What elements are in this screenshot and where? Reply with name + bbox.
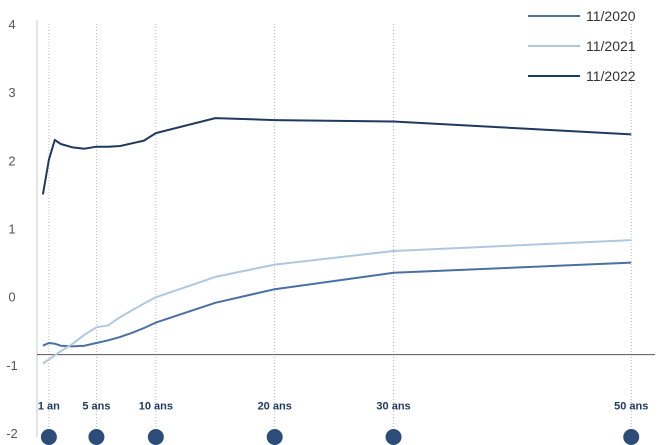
x-tick-label: 50 ans — [614, 401, 648, 413]
maturity-marker-3 — [266, 429, 283, 445]
y-tick-label: -2 — [6, 426, 18, 441]
series-line-11-2021 — [42, 239, 632, 365]
x-tick-label: 5 ans — [82, 401, 110, 413]
tick-layer: 4 3 2 1 0 -1 -2 1 an 5 ans 10 ans 20 ans 30 ans 50 a… — [6, 17, 648, 441]
y-tick-label: 3 — [8, 85, 15, 100]
maturity-marker-0 — [40, 429, 57, 445]
legend-label-0: 11/2020 — [586, 8, 636, 24]
maturity-marker-2 — [147, 429, 164, 445]
maturity-marker-layer — [40, 429, 640, 445]
series-line-11-2020 — [42, 261, 632, 348]
x-tick-label: 1 an — [38, 401, 60, 413]
y-tick-label: 1 — [8, 222, 15, 237]
series-layer — [41, 117, 632, 365]
x-tick-label: 10 ans — [139, 401, 173, 413]
x-tick-label: 30 ans — [376, 401, 410, 413]
maturity-marker-1 — [88, 429, 105, 445]
maturity-marker-5 — [623, 429, 640, 445]
axis-layer — [36, 20, 655, 437]
legend-label-2: 11/2022 — [586, 68, 636, 84]
grid-layer — [48, 24, 632, 433]
series-line-11-2022 — [41, 117, 632, 195]
y-tick-label: 2 — [8, 153, 15, 168]
y-tick-label: 4 — [8, 17, 15, 32]
y-tick-label: -1 — [6, 358, 18, 373]
maturity-marker-4 — [385, 429, 402, 445]
y-tick-label: 0 — [8, 290, 15, 305]
legend: 11/2020 11/2021 11/2022 — [528, 8, 636, 84]
legend-label-1: 11/2021 — [586, 38, 636, 54]
x-tick-label: 20 ans — [258, 401, 292, 413]
